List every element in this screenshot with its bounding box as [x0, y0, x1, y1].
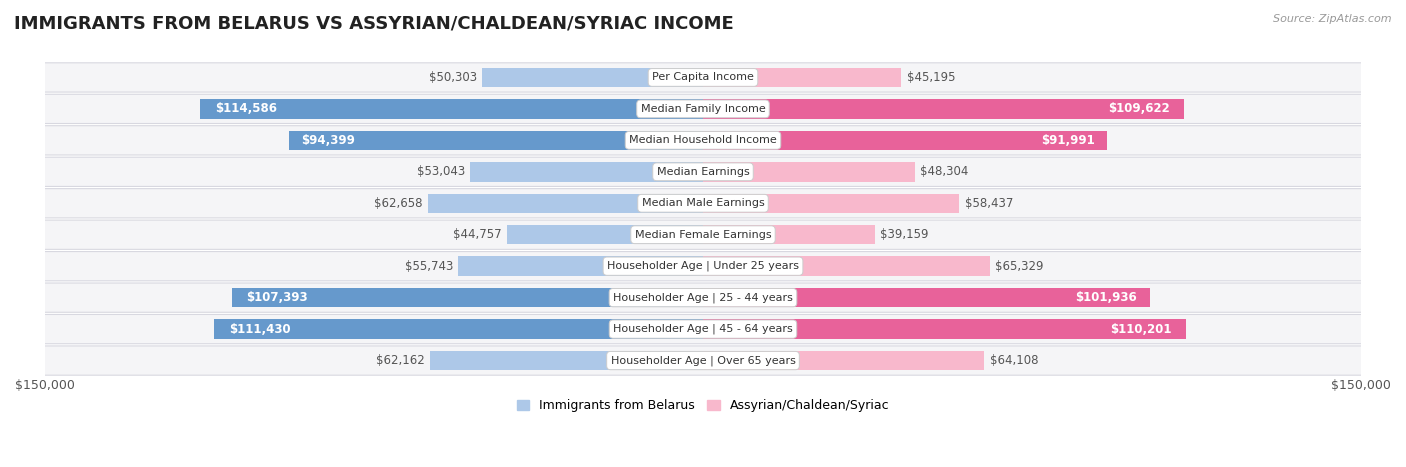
Bar — [703, 351, 984, 370]
Text: $45,195: $45,195 — [907, 71, 955, 84]
Legend: Immigrants from Belarus, Assyrian/Chaldean/Syriac: Immigrants from Belarus, Assyrian/Chalde… — [512, 394, 894, 417]
Bar — [703, 68, 901, 87]
Bar — [482, 68, 703, 87]
Bar — [703, 162, 915, 182]
Text: $94,399: $94,399 — [301, 134, 356, 147]
Text: Per Capita Income: Per Capita Income — [652, 72, 754, 83]
FancyBboxPatch shape — [38, 94, 1368, 123]
Bar — [214, 319, 703, 339]
Text: $111,430: $111,430 — [229, 323, 291, 336]
Text: IMMIGRANTS FROM BELARUS VS ASSYRIAN/CHALDEAN/SYRIAC INCOME: IMMIGRANTS FROM BELARUS VS ASSYRIAN/CHAL… — [14, 14, 734, 32]
Bar — [703, 193, 959, 213]
Bar — [703, 131, 1107, 150]
Text: Source: ZipAtlas.com: Source: ZipAtlas.com — [1274, 14, 1392, 24]
Text: Householder Age | 25 - 44 years: Householder Age | 25 - 44 years — [613, 292, 793, 303]
Text: Householder Age | 45 - 64 years: Householder Age | 45 - 64 years — [613, 324, 793, 334]
FancyBboxPatch shape — [38, 157, 1368, 186]
Text: Median Male Earnings: Median Male Earnings — [641, 198, 765, 208]
Text: Householder Age | Under 25 years: Householder Age | Under 25 years — [607, 261, 799, 271]
Bar — [703, 319, 1187, 339]
FancyBboxPatch shape — [38, 283, 1368, 312]
Text: Median Female Earnings: Median Female Earnings — [634, 230, 772, 240]
Text: $114,586: $114,586 — [215, 102, 277, 115]
Bar — [288, 131, 703, 150]
Text: $39,159: $39,159 — [880, 228, 928, 241]
FancyBboxPatch shape — [38, 63, 1368, 92]
Bar — [703, 99, 1184, 119]
Bar — [506, 225, 703, 245]
Text: $58,437: $58,437 — [965, 197, 1012, 210]
Text: $62,658: $62,658 — [374, 197, 423, 210]
FancyBboxPatch shape — [38, 314, 1368, 344]
Bar — [430, 351, 703, 370]
Text: $110,201: $110,201 — [1111, 323, 1173, 336]
FancyBboxPatch shape — [38, 220, 1368, 249]
Bar — [200, 99, 703, 119]
Text: $55,743: $55,743 — [405, 260, 453, 273]
FancyBboxPatch shape — [38, 189, 1368, 218]
FancyBboxPatch shape — [38, 252, 1368, 281]
Text: $64,108: $64,108 — [990, 354, 1038, 367]
Bar — [703, 225, 875, 245]
Bar — [427, 193, 703, 213]
Text: $65,329: $65,329 — [995, 260, 1043, 273]
Text: $91,991: $91,991 — [1040, 134, 1094, 147]
Bar — [470, 162, 703, 182]
Text: $53,043: $53,043 — [416, 165, 465, 178]
Text: Householder Age | Over 65 years: Householder Age | Over 65 years — [610, 355, 796, 366]
FancyBboxPatch shape — [38, 126, 1368, 155]
Text: $101,936: $101,936 — [1076, 291, 1137, 304]
Text: Median Earnings: Median Earnings — [657, 167, 749, 177]
Bar — [232, 288, 703, 307]
Text: $62,162: $62,162 — [377, 354, 425, 367]
Bar — [458, 256, 703, 276]
Text: $50,303: $50,303 — [429, 71, 477, 84]
Bar — [703, 288, 1150, 307]
Text: $109,622: $109,622 — [1108, 102, 1170, 115]
Text: Median Household Income: Median Household Income — [628, 135, 778, 145]
Text: $44,757: $44,757 — [453, 228, 502, 241]
FancyBboxPatch shape — [38, 346, 1368, 375]
Bar — [703, 256, 990, 276]
Text: $48,304: $48,304 — [920, 165, 969, 178]
Text: Median Family Income: Median Family Income — [641, 104, 765, 114]
Text: $107,393: $107,393 — [246, 291, 308, 304]
